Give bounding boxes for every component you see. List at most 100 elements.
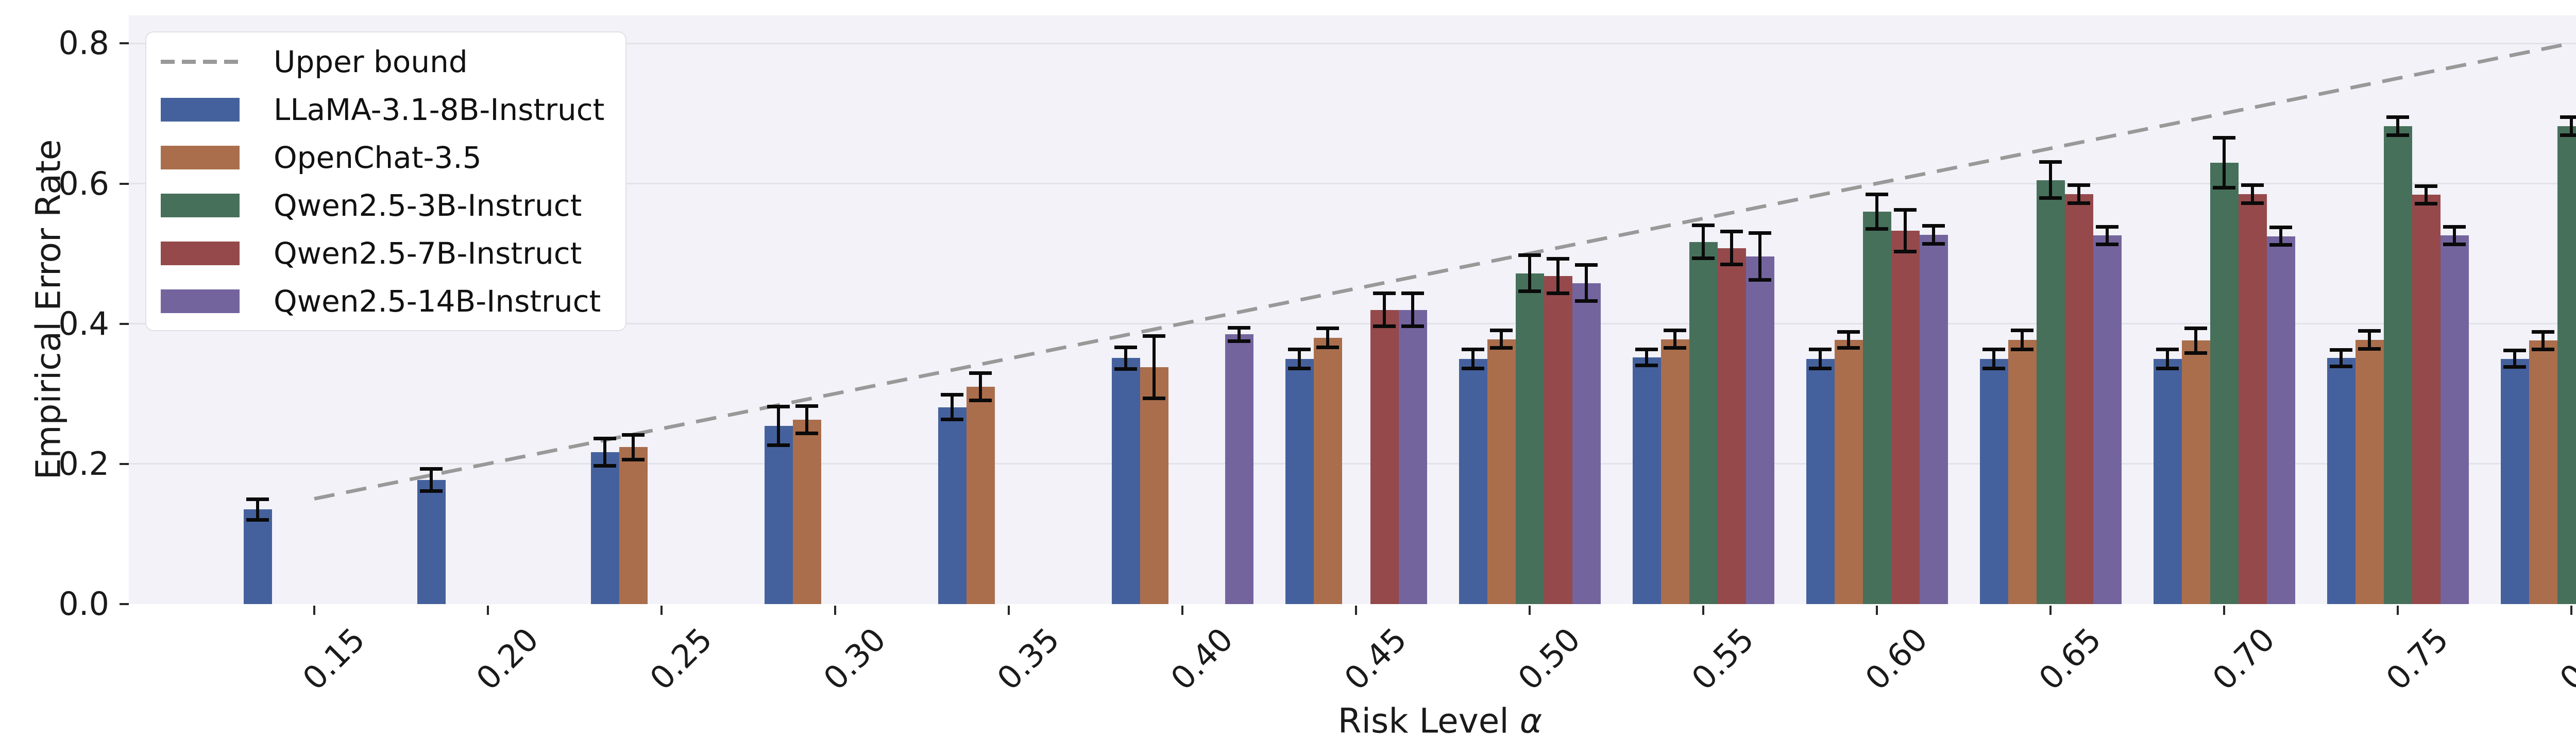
error-bar <box>430 469 433 491</box>
error-bar <box>1875 194 1878 229</box>
error-bar-cap <box>2213 185 2235 190</box>
error-bar-cap <box>767 443 790 448</box>
error-bar-cap <box>2330 364 2352 368</box>
error-bar-cap <box>2443 242 2466 246</box>
alpha-symbol: α <box>1519 701 1543 741</box>
gridline <box>129 42 2576 44</box>
bar-LLaMA-3.1-8B-Instruct-0.30 <box>764 426 793 604</box>
color-patch-icon <box>161 241 240 265</box>
error-bar-cap <box>1547 257 1569 261</box>
bar-LLaMA-3.1-8B-Instruct-0.45 <box>1285 358 1314 604</box>
error-bar <box>1730 231 1733 265</box>
bar-OpenChat-3.5-0.75 <box>2355 340 2384 604</box>
error-bar <box>1500 330 1503 349</box>
color-patch-icon <box>161 145 240 169</box>
error-bar <box>1411 293 1414 327</box>
error-bar-cap <box>2241 201 2264 205</box>
error-bar-cap <box>1720 263 1743 267</box>
dashed-line-icon <box>161 59 240 64</box>
error-bar <box>1124 347 1127 370</box>
error-bar-cap <box>2386 133 2409 137</box>
error-bar-cap <box>1837 330 1860 334</box>
legend-item-label: Qwen2.5-3B-Instruct <box>274 187 582 223</box>
error-bar <box>1904 209 1907 252</box>
x-tick-label: 0.65 <box>2031 620 2109 697</box>
error-bar-cap <box>1462 366 1484 370</box>
error-bar-cap <box>420 489 443 493</box>
bar-Qwen2.5-7B-Instruct-0.55 <box>1717 248 1746 604</box>
x-tick <box>2049 606 2052 615</box>
error-bar <box>1556 259 1560 294</box>
error-bar <box>2223 137 2226 188</box>
error-bar-cap <box>1809 366 1832 370</box>
error-bar <box>1819 349 1822 369</box>
y-tick-label: 0.6 <box>58 164 109 202</box>
error-bar <box>1702 225 1705 259</box>
bar-Qwen2.5-14B-Instruct-0.60 <box>1919 234 1948 604</box>
error-bar-cap <box>1228 339 1250 343</box>
error-bar-cap <box>594 463 616 468</box>
x-tick <box>1876 606 1878 615</box>
bar-OpenChat-3.5-0.55 <box>1660 339 1689 604</box>
x-tick-label: 0.25 <box>642 620 720 697</box>
error-bar-cap <box>2184 326 2207 330</box>
error-bar-cap <box>941 418 963 422</box>
legend-item-label: Upper bound <box>274 44 468 79</box>
legend-color-swatch <box>161 289 240 313</box>
bar-OpenChat-3.5-0.80 <box>2529 340 2557 604</box>
error-bar-cap <box>1143 397 1165 401</box>
error-bar-cap <box>1518 289 1541 294</box>
legend-item: Upper bound <box>161 38 610 85</box>
error-bar-cap <box>2560 115 2576 119</box>
bar-LLaMA-3.1-8B-Instruct-0.55 <box>1632 357 1661 604</box>
error-bar-cap <box>1837 346 1860 350</box>
error-bar-cap <box>2532 348 2554 352</box>
error-bar-cap <box>622 433 645 437</box>
y-tick <box>120 182 129 185</box>
error-bar <box>1645 349 1648 366</box>
bar-LLaMA-3.1-8B-Instruct-0.60 <box>1806 358 1835 604</box>
y-tick <box>120 462 129 465</box>
error-bar <box>2396 117 2399 135</box>
bar-LLaMA-3.1-8B-Instruct-0.80 <box>2500 358 2529 604</box>
error-bar-cap <box>2156 366 2179 370</box>
error-bar-cap <box>622 457 645 461</box>
bar-Qwen2.5-7B-Instruct-0.45 <box>1370 310 1399 604</box>
error-bar-cap <box>2067 183 2090 187</box>
bar-Qwen2.5-7B-Instruct-0.70 <box>2238 194 2267 604</box>
error-bar <box>979 372 982 401</box>
bar-Qwen2.5-3B-Instruct-0.75 <box>2383 126 2412 604</box>
error-bar <box>2425 185 2428 204</box>
bar-Qwen2.5-14B-Instruct-0.45 <box>1398 310 1427 604</box>
error-bar <box>777 406 780 446</box>
error-bar-cap <box>1143 334 1165 338</box>
bar-Qwen2.5-3B-Instruct-0.60 <box>1862 212 1891 604</box>
bar-Qwen2.5-3B-Instruct-0.65 <box>2036 180 2065 604</box>
legend-item-label: OpenChat-3.5 <box>274 140 482 175</box>
error-bar <box>2279 227 2282 246</box>
x-tick-label: 0.60 <box>1858 620 1935 697</box>
error-bar-cap <box>2096 225 2119 229</box>
legend-item: LLaMA-3.1-8B-Instruct <box>161 85 610 133</box>
error-bar-cap <box>1288 366 1311 370</box>
error-bar-cap <box>2503 349 2526 353</box>
error-bar-cap <box>1720 230 1743 234</box>
y-tick-label: 0.2 <box>58 444 109 483</box>
error-bar-cap <box>420 467 443 471</box>
x-tick-label: 0.75 <box>2379 620 2456 697</box>
error-bar <box>2453 226 2456 245</box>
error-bar-cap <box>1575 263 1598 267</box>
x-tick <box>1181 606 1183 615</box>
error-bar-cap <box>767 405 790 409</box>
color-patch-icon <box>161 289 240 313</box>
error-bar-cap <box>1490 328 1513 332</box>
legend: Upper bound LLaMA-3.1-8B-Instruct OpenChat… <box>145 31 626 331</box>
error-bar-cap <box>594 436 616 440</box>
error-bar <box>1298 349 1301 369</box>
error-bar-cap <box>2039 160 2062 164</box>
bar-Qwen2.5-14B-Instruct-0.75 <box>2440 235 2469 604</box>
error-bar-cap <box>2011 328 2033 332</box>
legend-item-label: Qwen2.5-14B-Instruct <box>274 283 601 319</box>
x-tick-label: 0.15 <box>295 620 372 697</box>
legend-dash-swatch <box>161 59 240 64</box>
